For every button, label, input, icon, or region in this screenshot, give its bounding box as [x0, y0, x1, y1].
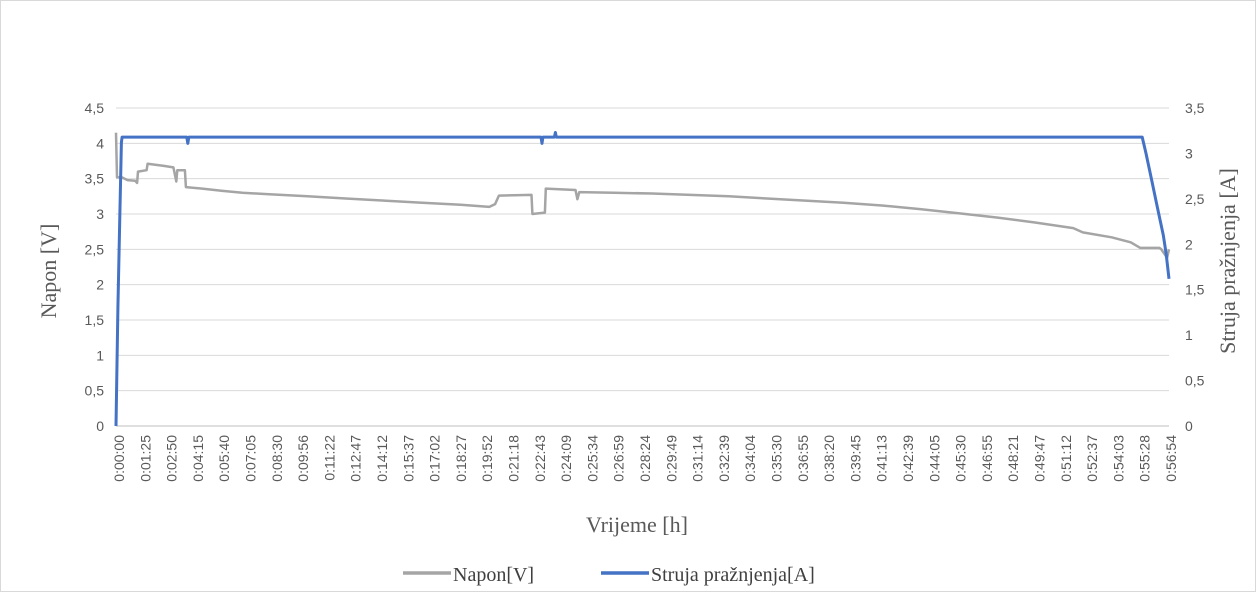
y-right-tick-label: 3 [1185, 145, 1193, 161]
x-tick-label: 0:12:47 [348, 435, 364, 482]
y-right-tick-label: 0 [1185, 418, 1193, 434]
x-tick-label: 0:42:39 [900, 435, 916, 482]
y-axis-left-title: Napon [V] [36, 224, 61, 319]
x-axis-title: Vrijeme [h] [586, 512, 688, 537]
x-tick-label: 0:14:12 [374, 435, 390, 482]
left-axis-ticks: 0 0,5 1 1,5 2 2,5 3 3,5 4 4,5 [85, 100, 105, 434]
legend-item-napon: Napon[V] [403, 564, 534, 586]
y-left-tick-label: 3 [96, 206, 104, 222]
y-right-tick-label: 2,5 [1185, 191, 1205, 207]
x-tick-label: 0:51:12 [1058, 435, 1074, 482]
x-tick-label: 0:32:39 [716, 435, 732, 482]
x-tick-label: 0:07:05 [243, 435, 259, 482]
x-tick-label: 0:38:20 [821, 435, 837, 482]
x-axis-ticks: 0:00:00 0:01:25 0:02:50 0:04:15 0:05:40 0:07:… [111, 435, 1179, 482]
series-line-struja [114, 131, 1171, 427]
y-right-tick-label: 2 [1185, 236, 1193, 252]
x-tick-label: 0:46:55 [979, 435, 995, 482]
y-left-tick-label: 0,5 [85, 383, 105, 399]
x-tick-label: 0:55:28 [1137, 435, 1153, 482]
x-tick-label: 0:48:21 [1005, 435, 1021, 482]
y-left-tick-label: 3,5 [85, 171, 105, 187]
x-tick-label: 0:05:40 [216, 435, 232, 482]
x-tick-label: 0:01:25 [137, 435, 153, 482]
x-tick-label: 0:11:22 [321, 435, 337, 481]
legend: Napon[V] Struja pražnjenja[A] [403, 564, 815, 586]
x-tick-label: 0:02:50 [164, 435, 180, 482]
x-tick-label: 0:34:04 [742, 435, 758, 482]
x-tick-label: 0:39:45 [847, 435, 863, 482]
x-tick-label: 0:31:14 [690, 435, 706, 482]
y-left-tick-label: 0 [96, 418, 104, 434]
y-right-tick-label: 3,5 [1185, 100, 1205, 116]
x-tick-label: 0:36:55 [795, 435, 811, 482]
x-tick-label: 0:49:47 [1032, 435, 1048, 482]
x-tick-label: 0:52:37 [1084, 435, 1100, 482]
x-tick-label: 0:29:49 [663, 435, 679, 482]
x-tick-label: 0:44:05 [926, 435, 942, 482]
x-tick-label: 0:26:59 [611, 435, 627, 482]
y-axis-right-title: Struja pražnjenja [A] [1215, 168, 1240, 354]
x-tick-label: 0:18:27 [453, 435, 469, 482]
x-tick-label: 0:19:52 [479, 435, 495, 482]
legend-label-struja: Struja pražnjenja[A] [651, 564, 815, 586]
y-left-tick-label: 4,5 [85, 100, 105, 116]
series-line-napon [114, 132, 1171, 260]
y-left-tick-label: 2,5 [85, 241, 105, 257]
x-tick-label: 0:08:30 [269, 435, 285, 482]
x-tick-label: 0:41:13 [874, 435, 890, 482]
y-left-tick-label: 1,5 [85, 312, 105, 328]
x-tick-label: 0:00:00 [111, 435, 127, 482]
x-tick-label: 0:15:37 [400, 435, 416, 482]
x-tick-label: 0:28:24 [637, 435, 653, 482]
x-tick-label: 0:22:43 [532, 435, 548, 482]
x-tick-label: 0:09:56 [295, 435, 311, 482]
y-right-tick-label: 1,5 [1185, 282, 1205, 298]
x-tick-label: 0:56:54 [1163, 435, 1179, 482]
y-right-tick-label: 1 [1185, 327, 1193, 343]
x-tick-label: 0:21:18 [506, 435, 522, 482]
x-tick-label: 0:04:15 [190, 435, 206, 482]
y-left-tick-label: 2 [96, 277, 104, 293]
legend-label-napon: Napon[V] [453, 564, 534, 586]
legend-item-struja: Struja pražnjenja[A] [601, 564, 815, 586]
x-tick-label: 0:35:30 [769, 435, 785, 482]
x-tick-label: 0:45:30 [953, 435, 969, 482]
x-tick-label: 0:54:03 [1110, 435, 1126, 482]
right-axis-ticks: 0 0,5 1 1,5 2 2,5 3 3,5 [1185, 100, 1205, 434]
gridlines [116, 107, 1169, 427]
y-left-tick-label: 4 [96, 135, 104, 151]
x-tick-label: 0:24:09 [558, 435, 574, 482]
series-lines [114, 131, 1171, 427]
x-tick-label: 0:25:34 [584, 435, 600, 482]
x-tick-label: 0:17:02 [427, 435, 443, 482]
y-right-tick-label: 0,5 [1185, 373, 1205, 389]
y-left-tick-label: 1 [96, 347, 104, 363]
